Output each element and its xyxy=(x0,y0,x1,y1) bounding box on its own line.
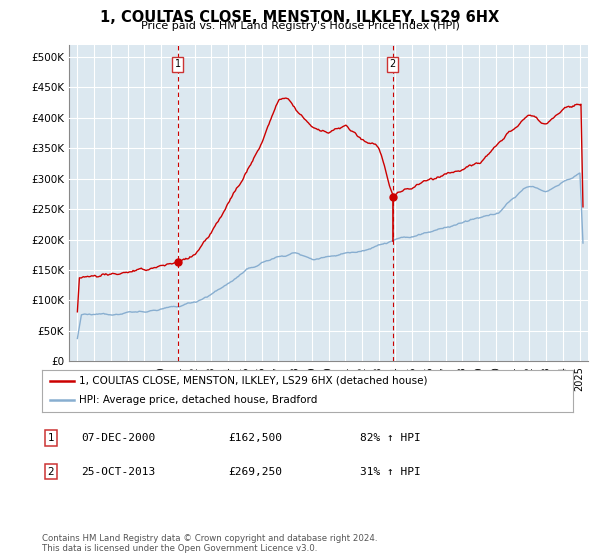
Text: Contains HM Land Registry data © Crown copyright and database right 2024.: Contains HM Land Registry data © Crown c… xyxy=(42,534,377,543)
Text: HPI: Average price, detached house, Bradford: HPI: Average price, detached house, Brad… xyxy=(79,395,317,405)
Text: 1, COULTAS CLOSE, MENSTON, ILKLEY, LS29 6HX: 1, COULTAS CLOSE, MENSTON, ILKLEY, LS29 … xyxy=(100,10,500,25)
Text: 25-OCT-2013: 25-OCT-2013 xyxy=(81,466,155,477)
Text: 2: 2 xyxy=(389,59,396,69)
Text: 1: 1 xyxy=(175,59,181,69)
Text: £269,250: £269,250 xyxy=(228,466,282,477)
Text: Price paid vs. HM Land Registry's House Price Index (HPI): Price paid vs. HM Land Registry's House … xyxy=(140,21,460,31)
Text: 1: 1 xyxy=(47,433,55,443)
Text: This data is licensed under the Open Government Licence v3.0.: This data is licensed under the Open Gov… xyxy=(42,544,317,553)
Text: 07-DEC-2000: 07-DEC-2000 xyxy=(81,433,155,443)
Text: £162,500: £162,500 xyxy=(228,433,282,443)
Text: 2: 2 xyxy=(47,466,55,477)
Text: 31% ↑ HPI: 31% ↑ HPI xyxy=(360,466,421,477)
Text: 1, COULTAS CLOSE, MENSTON, ILKLEY, LS29 6HX (detached house): 1, COULTAS CLOSE, MENSTON, ILKLEY, LS29 … xyxy=(79,376,428,386)
Text: 82% ↑ HPI: 82% ↑ HPI xyxy=(360,433,421,443)
